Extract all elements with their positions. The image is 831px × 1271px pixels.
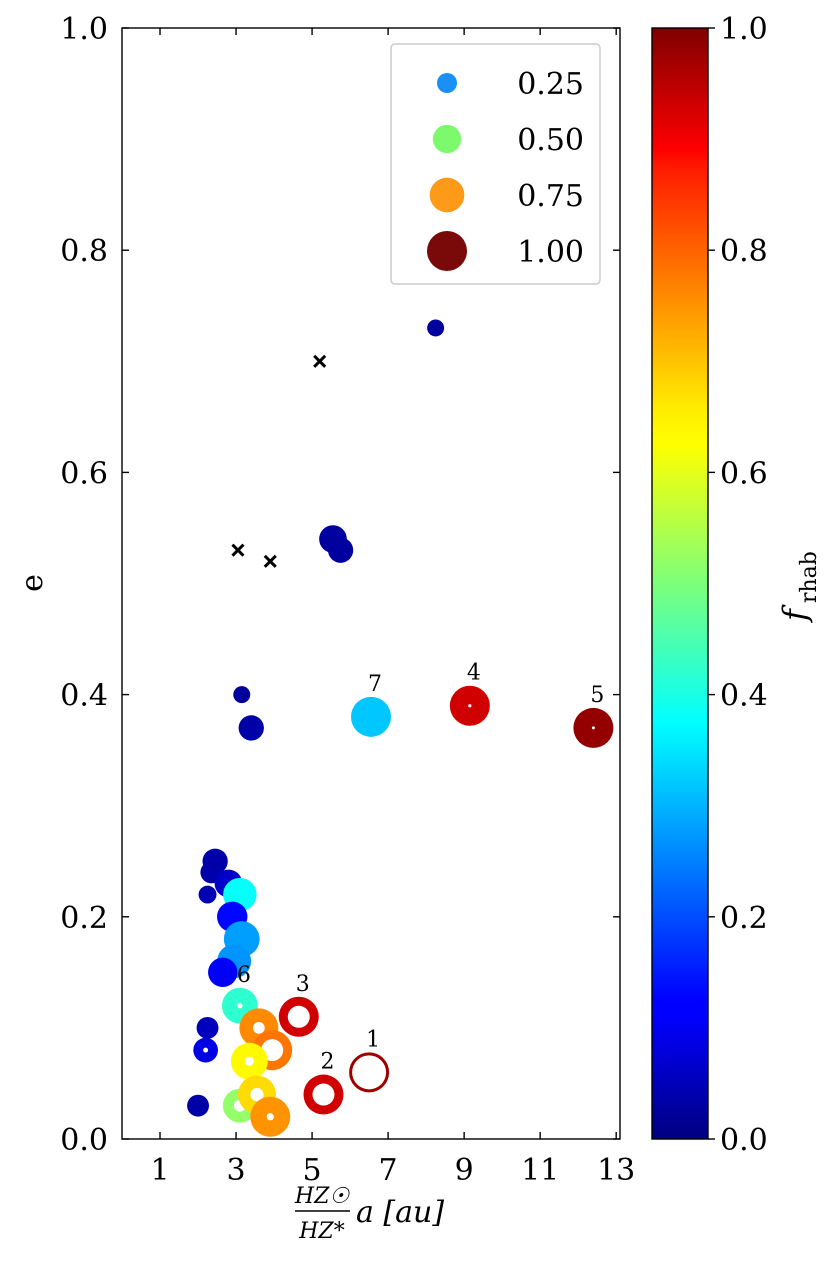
legend: 0.25 0.50 0.75 1.00 xyxy=(390,43,601,285)
x-label-numerator: HZ☉ xyxy=(294,1184,350,1209)
data-point-10 xyxy=(198,885,217,904)
cross-stroke xyxy=(231,543,245,557)
point-label-3: 3 xyxy=(296,972,310,997)
cross-stroke xyxy=(263,554,277,568)
data-point-hole-27 xyxy=(266,1113,274,1121)
point-label-6: 6 xyxy=(237,963,251,988)
data-point-hole-7 xyxy=(591,726,595,730)
colorbar-label-sub: rhab xyxy=(797,551,822,603)
cross-marker-2 xyxy=(263,554,277,568)
data-points xyxy=(187,319,614,1137)
point-labels: 7 4 5 6 3 2 1 xyxy=(237,661,605,1075)
x-tick-label: 1 xyxy=(150,1153,169,1188)
data-point-hole-20 xyxy=(244,1056,254,1066)
legend-label-0: 0.25 xyxy=(517,67,584,102)
data-point-5 xyxy=(351,696,391,737)
data-point-hole-21 xyxy=(287,1005,310,1028)
data-point-3 xyxy=(233,686,251,704)
data-point-0 xyxy=(427,319,445,337)
colorbar-label-f: f xyxy=(776,604,814,623)
x-tick-label: 3 xyxy=(226,1153,245,1188)
data-point-hole-26 xyxy=(250,1087,264,1102)
plot-frame xyxy=(121,27,621,1140)
legend-label-1: 0.50 xyxy=(517,123,584,158)
colorbar-tick-label: 1.0 xyxy=(720,12,768,47)
cross-markers xyxy=(231,354,327,568)
legend-label-3: 1.00 xyxy=(517,235,584,270)
data-point-hole-28 xyxy=(312,1083,335,1106)
data-point-2 xyxy=(327,537,354,563)
data-point-hole-29 xyxy=(352,1055,387,1090)
colorbar-label: f rhab xyxy=(776,551,822,623)
point-label-4: 4 xyxy=(467,661,481,686)
legend-marker-2 xyxy=(429,177,465,213)
data-point-16 xyxy=(208,957,238,988)
point-label-7: 7 xyxy=(368,672,382,697)
x-tick-label: 7 xyxy=(379,1153,398,1188)
cross-marker-0 xyxy=(313,354,327,368)
y-axis-label: e xyxy=(15,574,50,592)
x-label-rest: a [au] xyxy=(356,1195,444,1230)
colorbar-tick-label: 0.2 xyxy=(720,901,768,936)
data-point-22 xyxy=(196,1016,219,1039)
colorbar-tick-label: 0.4 xyxy=(720,679,768,714)
y-tick-label: 1.0 xyxy=(60,12,108,47)
colorbar xyxy=(651,27,709,1140)
x-axis-ticks: 1 3 5 7 9 11 13 xyxy=(150,28,635,1188)
data-point-hole-6 xyxy=(468,704,472,708)
x-label-denominator: HZ* xyxy=(298,1219,344,1244)
y-tick-label: 0.8 xyxy=(60,234,108,269)
x-tick-label: 9 xyxy=(455,1153,474,1188)
colorbar-tick-label: 0.6 xyxy=(720,456,768,491)
colorbar-ticks: 0.0 0.2 0.4 0.6 0.8 1.0 xyxy=(708,12,768,1158)
y-tick-label: 0.4 xyxy=(60,679,108,714)
x-axis-label: HZ☉ HZ* a [au] xyxy=(294,1184,444,1244)
y-tick-label: 0.2 xyxy=(60,901,108,936)
y-tick-label: 0.6 xyxy=(60,456,108,491)
data-point-hole-17 xyxy=(237,1002,243,1009)
cross-stroke xyxy=(313,354,327,368)
data-point-hole-23 xyxy=(203,1047,209,1053)
legend-marker-0 xyxy=(437,73,457,93)
y-axis-ticks: 0.0 0.2 0.4 0.6 0.8 1.0 xyxy=(60,12,620,1158)
x-tick-label: 13 xyxy=(597,1153,635,1188)
colorbar-tick-label: 0.0 xyxy=(720,1123,768,1158)
point-label-2: 2 xyxy=(320,1050,334,1075)
data-point-4 xyxy=(238,715,264,741)
data-point-24 xyxy=(187,1094,209,1117)
legend-marker-1 xyxy=(432,124,462,154)
y-tick-label: 0.0 xyxy=(60,1123,108,1158)
x-tick-label: 11 xyxy=(521,1153,559,1188)
colorbar-tick-label: 0.8 xyxy=(720,234,768,269)
point-label-5: 5 xyxy=(590,683,604,708)
legend-frame xyxy=(390,43,601,285)
data-point-hole-18 xyxy=(253,1022,265,1034)
legend-label-2: 0.75 xyxy=(517,179,584,214)
x-tick-label: 5 xyxy=(303,1153,322,1188)
legend-marker-3 xyxy=(427,231,467,271)
point-label-1: 1 xyxy=(366,1027,380,1052)
cross-marker-1 xyxy=(231,543,245,557)
